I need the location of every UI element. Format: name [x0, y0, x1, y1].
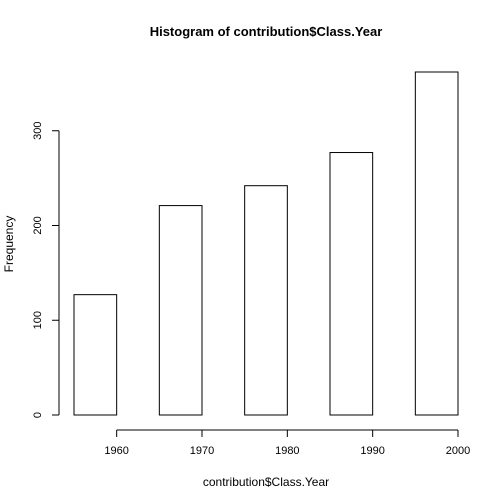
x-tick-label: 1990 — [360, 445, 384, 457]
histogram-bar-3 — [244, 185, 288, 416]
histogram-bar-2 — [158, 205, 203, 416]
x-tick-label: 2000 — [446, 445, 470, 457]
histogram-bar-1 — [73, 294, 118, 416]
x-tick-label: 1960 — [104, 445, 128, 457]
x-axis: 1960 1970 1980 1990 2000 — [104, 429, 470, 457]
histogram-bar-4 — [329, 152, 374, 416]
y-tick-label: 0 — [32, 412, 44, 418]
bars-group — [73, 71, 459, 416]
chart-title: Histogram of contribution$Class.Year — [150, 24, 383, 39]
y-axis: 0 100 200 300 — [32, 122, 60, 418]
x-tick-label: 1970 — [190, 445, 214, 457]
y-tick-label: 300 — [32, 122, 44, 140]
x-tick-label: 1980 — [275, 445, 299, 457]
y-tick-label: 200 — [32, 216, 44, 234]
histogram-bar-5 — [414, 71, 459, 416]
y-axis-label: Frequency — [2, 216, 16, 273]
x-axis-label: contribution$Class.Year — [203, 475, 329, 489]
y-tick-label: 100 — [32, 311, 44, 329]
